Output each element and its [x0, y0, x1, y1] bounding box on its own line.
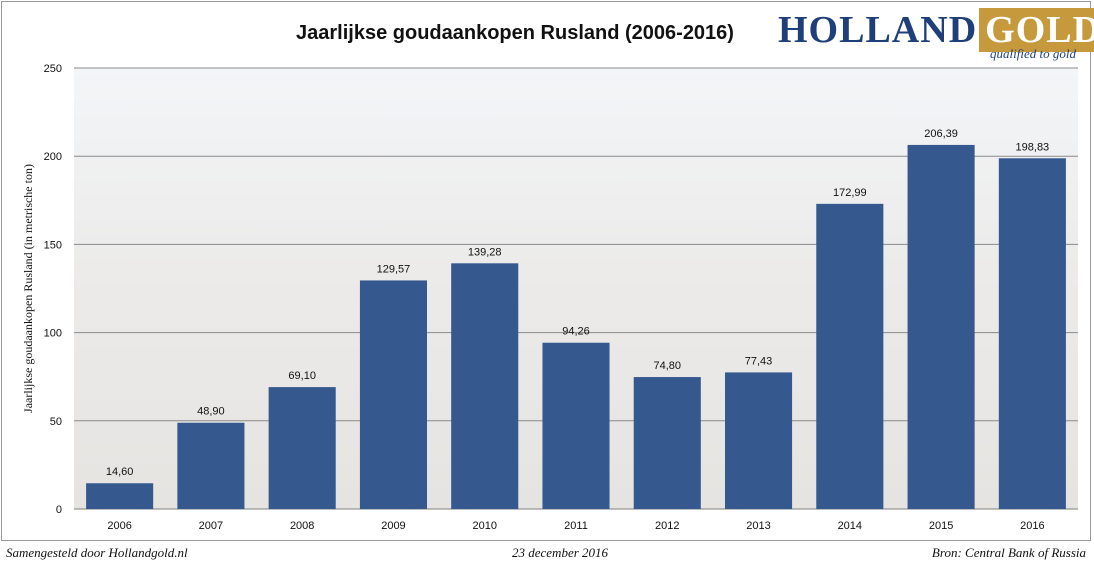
chart-title: Jaarlijkse goudaankopen Rusland (2006-20…: [296, 22, 734, 44]
data-label: 206,39: [924, 128, 958, 140]
bar: [998, 158, 1066, 509]
data-label: 48,90: [197, 406, 225, 418]
y-tick-label: 250: [44, 63, 62, 75]
x-tick-label: 2016: [1020, 520, 1044, 532]
x-tick-label: 2009: [381, 520, 405, 532]
logo-main-text: HOLLAND: [778, 9, 978, 51]
footer-source: Bron: Central Bank of Russia: [931, 545, 1086, 560]
y-tick-labels: 0 50 100 150 200 250: [44, 63, 62, 516]
bar: [359, 280, 427, 509]
x-tick-label: 2007: [199, 520, 223, 532]
logo-wordmark: HOLLAND GOLD: [778, 8, 1094, 52]
logo-tagline: qualified to gold: [990, 46, 1076, 61]
x-tick-label: 2006: [107, 520, 131, 532]
x-tick-label: 2010: [472, 520, 496, 532]
x-tick-labels: 2006 2007 2008 2009 2010 2011 2012 2013 2014 2015…: [107, 520, 1044, 532]
bars: [86, 144, 1066, 509]
x-tick-label: 2008: [290, 520, 314, 532]
data-label: 69,10: [288, 370, 316, 382]
bar: [816, 203, 884, 509]
data-label: 139,28: [468, 246, 502, 258]
y-tick-label: 0: [56, 504, 62, 516]
y-tick-label: 100: [44, 328, 62, 340]
bar: [177, 422, 245, 509]
bar: [633, 377, 701, 509]
bar: [86, 483, 154, 509]
hollandgold-logo: HOLLAND GOLD qualified to gold: [778, 8, 1094, 61]
x-tick-label: 2013: [746, 520, 770, 532]
data-label: 77,43: [745, 355, 773, 367]
data-label: 198,83: [1016, 141, 1050, 153]
x-tick-label: 2015: [929, 520, 953, 532]
data-label: 94,26: [562, 326, 590, 338]
x-tick-label: 2014: [838, 520, 862, 532]
bar: [725, 372, 793, 509]
logo-accent-text: GOLD: [979, 8, 1094, 52]
bar: [542, 342, 610, 509]
value-labels: 14,60 48,90 69,10 129,57 139,28 94,26 74,80 77,…: [106, 128, 1049, 478]
bar: [268, 387, 336, 509]
y-axis-label: Jaarlijkse goudaankopen Rusland (in metr…: [21, 164, 35, 413]
footer-date: 23 december 2016: [512, 545, 609, 560]
x-tick-label: 2011: [564, 520, 588, 532]
x-tick-label: 2012: [655, 520, 679, 532]
y-tick-label: 50: [50, 416, 62, 428]
bar: [907, 144, 975, 509]
data-label: 14,60: [106, 466, 134, 478]
y-tick-label: 200: [44, 151, 62, 163]
bar: [451, 263, 519, 509]
data-label: 74,80: [654, 360, 682, 372]
y-tick-label: 150: [44, 239, 62, 251]
data-label: 129,57: [377, 263, 411, 275]
footer-compiled-by: Samengesteld door Hollandgold.nl: [6, 545, 188, 560]
data-label: 172,99: [833, 187, 867, 199]
